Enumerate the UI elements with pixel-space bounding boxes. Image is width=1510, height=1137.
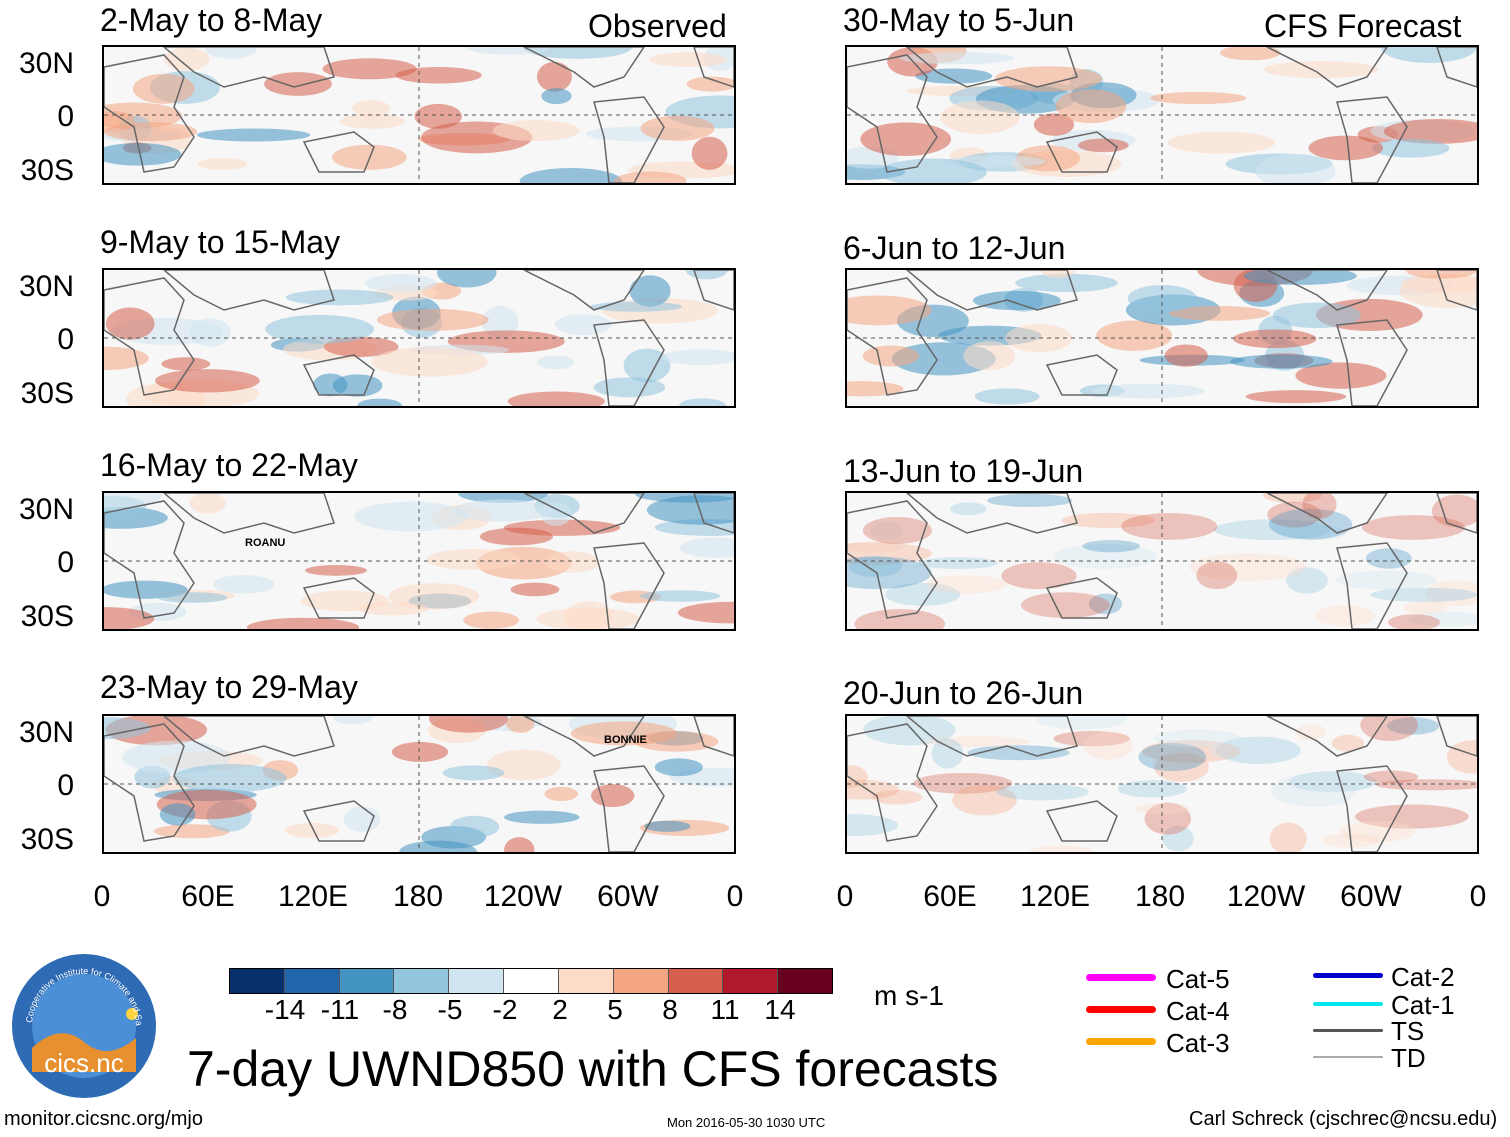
colorbar-tick: -8 xyxy=(382,994,408,1025)
colorbar-swatch xyxy=(339,969,395,993)
lat-label-30n: 30N xyxy=(18,493,74,526)
colorbar-tick: 5 xyxy=(607,994,623,1025)
colorbar xyxy=(229,968,833,994)
figure-title: 7-day UWND850 with CFS forecasts xyxy=(187,1041,999,1097)
lat-label-0: 0 xyxy=(57,323,74,356)
colorbar-tick: -5 xyxy=(437,994,463,1025)
map-obs-3 xyxy=(102,491,736,631)
panel-title-obs-1: 2-May to 8-May xyxy=(100,2,323,38)
forecast-label: CFS Forecast xyxy=(1264,8,1462,44)
footer-timestamp: Mon 2016-05-30 1030 UTC xyxy=(667,1115,826,1130)
lat-label-30s: 30S xyxy=(20,823,74,856)
legend-label-cat2: Cat-2 xyxy=(1391,962,1455,992)
colorbar-swatch xyxy=(284,969,340,993)
legend-label-cat3: Cat-3 xyxy=(1166,1028,1230,1058)
lon-label: 60W xyxy=(1340,880,1402,913)
map-fcst-2 xyxy=(845,268,1479,408)
legend-line-cat1 xyxy=(1313,1002,1383,1006)
colorbar-swatch xyxy=(668,969,724,993)
lat-label-0: 0 xyxy=(57,769,74,802)
observed-label: Observed xyxy=(588,8,727,44)
panel-title-fcst-1: 30-May to 5-Jun xyxy=(843,2,1075,38)
panel-title-fcst-3: 13-Jun to 19-Jun xyxy=(843,453,1084,489)
logo-name: cics.nc xyxy=(44,1048,123,1078)
lat-label-30n: 30N xyxy=(18,716,74,749)
lon-label: 180 xyxy=(1134,880,1186,913)
lon-label: 120E xyxy=(1019,880,1091,913)
legend-label-cat5: Cat-5 xyxy=(1166,964,1230,994)
lon-label: 180 xyxy=(392,880,444,913)
lon-label: 60W xyxy=(597,880,659,913)
lat-label-30s: 30S xyxy=(20,600,74,633)
legend-line-cat2 xyxy=(1313,973,1383,978)
colorbar-swatch xyxy=(558,969,614,993)
lon-label: 0 xyxy=(726,880,744,913)
map-obs-2 xyxy=(102,268,736,408)
colorbar-tick: -14 xyxy=(264,994,306,1025)
lon-label: 120W xyxy=(1226,880,1306,913)
storm-label-bonnie: BONNIE xyxy=(604,734,647,746)
lon-label: 60E xyxy=(181,880,235,913)
lat-label-0: 0 xyxy=(57,546,74,579)
legend-line-cat4 xyxy=(1086,1006,1156,1013)
footer-author: Carl Schreck (cjschrec@ncsu.edu) xyxy=(1189,1108,1498,1130)
colorbar-tick: -11 xyxy=(320,994,360,1025)
legend-line-cat5 xyxy=(1086,974,1156,981)
map-fcst-1 xyxy=(845,45,1479,185)
colorbar-tick: 11 xyxy=(710,994,740,1025)
colorbar-tick: 8 xyxy=(662,994,678,1025)
legend-line-ts xyxy=(1313,1029,1383,1032)
legend-line-cat3 xyxy=(1086,1038,1156,1045)
panel-title-obs-2: 9-May to 15-May xyxy=(100,224,341,260)
legend-label-ts: TS xyxy=(1391,1016,1425,1046)
colorbar-swatch xyxy=(504,969,559,993)
lon-label: 120W xyxy=(483,880,563,913)
lat-label-30n: 30N xyxy=(18,47,74,80)
legend-label-cat4: Cat-4 xyxy=(1166,996,1230,1026)
map-fcst-4 xyxy=(845,714,1479,854)
lon-label: 0 xyxy=(836,880,854,913)
panel-title-obs-4: 23-May to 29-May xyxy=(100,669,358,705)
colorbar-tick: 2 xyxy=(552,994,568,1025)
footer-url: monitor.cicsnc.org/mjo xyxy=(4,1108,203,1130)
colorbar-swatch xyxy=(613,969,669,993)
lat-label-0: 0 xyxy=(57,100,74,133)
panel-title-fcst-4: 20-Jun to 26-Jun xyxy=(843,675,1084,711)
storm-label-roanu: ROANU xyxy=(245,537,286,549)
colorbar-swatch xyxy=(778,969,832,993)
map-obs-1 xyxy=(102,45,736,185)
lon-label: 60E xyxy=(923,880,977,913)
colorbar-swatch xyxy=(449,969,505,993)
lat-label-30s: 30S xyxy=(20,377,74,410)
lon-label: 0 xyxy=(1469,880,1487,913)
colorbar-unit: m s-1 xyxy=(874,980,944,1011)
lon-label: 120E xyxy=(277,880,349,913)
colorbar-swatch xyxy=(230,969,285,993)
cics-logo: cics.nc Cooperative Institute for Climat… xyxy=(7,944,158,1100)
map-fcst-3 xyxy=(845,491,1479,631)
map-obs-4 xyxy=(102,714,736,854)
colorbar-tick: -2 xyxy=(492,994,518,1025)
legend-line-td xyxy=(1313,1056,1383,1058)
colorbar-swatch xyxy=(723,969,779,993)
legend-label-cat1: Cat-1 xyxy=(1391,990,1455,1020)
lat-label-30n: 30N xyxy=(18,270,74,303)
lat-label-30s: 30S xyxy=(20,154,74,187)
colorbar-swatch xyxy=(394,969,450,993)
panel-title-obs-3: 16-May to 22-May xyxy=(100,447,358,483)
colorbar-tick: 14 xyxy=(764,994,796,1025)
lon-label: 0 xyxy=(93,880,111,913)
panel-title-fcst-2: 6-Jun to 12-Jun xyxy=(843,230,1066,266)
legend-label-td: TD xyxy=(1391,1043,1426,1073)
